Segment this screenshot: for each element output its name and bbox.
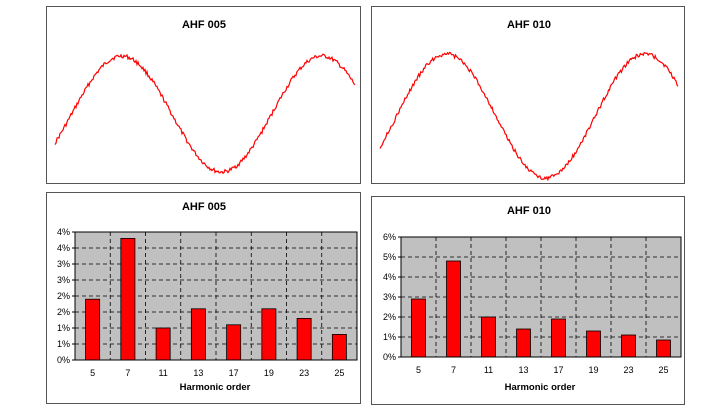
bar xyxy=(331,333,347,361)
bar xyxy=(586,330,601,358)
y-tick-label: 1% xyxy=(57,323,70,333)
chart-title: AHF 010 xyxy=(507,205,551,217)
harmonic-panel-ahf005: AHF 005 Harmonic order 0% 1% 1% 2% 2% 3% 3% 4% 4… xyxy=(46,192,361,404)
plot-border xyxy=(400,236,682,358)
harmonic-bar-chart-ahf010: AHF 010 Harmonic order 0% 1% 2% 3% 4% 5% 6% 5 7 1… xyxy=(383,205,682,393)
x-tick-label: 23 xyxy=(299,368,309,378)
chart-title: AHF 010 xyxy=(507,19,551,31)
bar xyxy=(155,327,171,361)
waveform-panel-ahf005: AHF 005 xyxy=(46,6,361,184)
waveform-panel-ahf010: AHF 010 xyxy=(371,6,685,184)
x-tick-label: 17 xyxy=(553,365,563,375)
y-tick-label: 1% xyxy=(57,339,70,349)
bar xyxy=(446,260,461,358)
x-tick-label: 23 xyxy=(623,365,633,375)
x-tick-label: 11 xyxy=(484,365,493,375)
waveform-line xyxy=(379,51,679,182)
y-tick-label: 4% xyxy=(57,227,70,237)
waveform-chart-ahf010: AHF 010 xyxy=(379,19,679,182)
waveform-line xyxy=(54,53,356,175)
y-tick-label: 0% xyxy=(383,352,396,362)
x-axis-label: Harmonic order xyxy=(505,382,576,393)
x-tick-label: 25 xyxy=(658,365,668,375)
x-tick-label: 5 xyxy=(416,365,421,375)
bar xyxy=(516,328,531,358)
chart-title: AHF 005 xyxy=(182,201,226,213)
x-tick-label: 7 xyxy=(125,368,130,378)
bar xyxy=(621,334,636,358)
y-tick-label: 2% xyxy=(383,312,396,322)
y-tick-label: 3% xyxy=(57,275,70,285)
bar xyxy=(261,308,277,361)
y-tick-label: 1% xyxy=(383,332,396,342)
x-tick-label: 19 xyxy=(264,368,274,378)
bar xyxy=(481,316,496,358)
y-tick-label: 4% xyxy=(57,243,70,253)
y-tick-label: 4% xyxy=(383,272,396,282)
y-tick-label: 6% xyxy=(383,232,396,242)
bar xyxy=(656,339,671,358)
y-tick-label: 2% xyxy=(57,291,70,301)
harmonic-panel-ahf010: AHF 010 Harmonic order 0% 1% 2% 3% 4% 5% 6% 5 7 1… xyxy=(371,196,685,405)
y-tick-label: 3% xyxy=(57,259,70,269)
waveform-chart-ahf005: AHF 005 xyxy=(54,19,356,175)
bar xyxy=(551,318,566,358)
bar xyxy=(190,308,206,361)
bar xyxy=(226,324,242,361)
bar xyxy=(120,238,136,361)
x-axis-label: Harmonic order xyxy=(180,382,251,393)
x-tick-label: 25 xyxy=(334,368,344,378)
bar xyxy=(296,318,312,361)
x-tick-label: 19 xyxy=(588,365,598,375)
y-tick-label: 3% xyxy=(383,292,396,302)
chart-title: AHF 005 xyxy=(182,19,226,31)
x-tick-label: 17 xyxy=(229,368,239,378)
x-tick-label: 13 xyxy=(518,365,528,375)
x-tick-label: 13 xyxy=(193,368,203,378)
plot-border xyxy=(74,231,358,361)
bar xyxy=(411,298,426,358)
harmonic-bar-chart-ahf005: AHF 005 Harmonic order 0% 1% 1% 2% 2% 3% 3% 4% 4… xyxy=(57,201,358,393)
y-tick-label: 2% xyxy=(57,307,70,317)
x-tick-label: 5 xyxy=(90,368,95,378)
x-tick-label: 11 xyxy=(158,368,167,378)
bar xyxy=(85,298,101,361)
y-tick-label: 5% xyxy=(383,252,396,262)
x-tick-label: 7 xyxy=(451,365,456,375)
y-tick-label: 0% xyxy=(57,355,70,365)
